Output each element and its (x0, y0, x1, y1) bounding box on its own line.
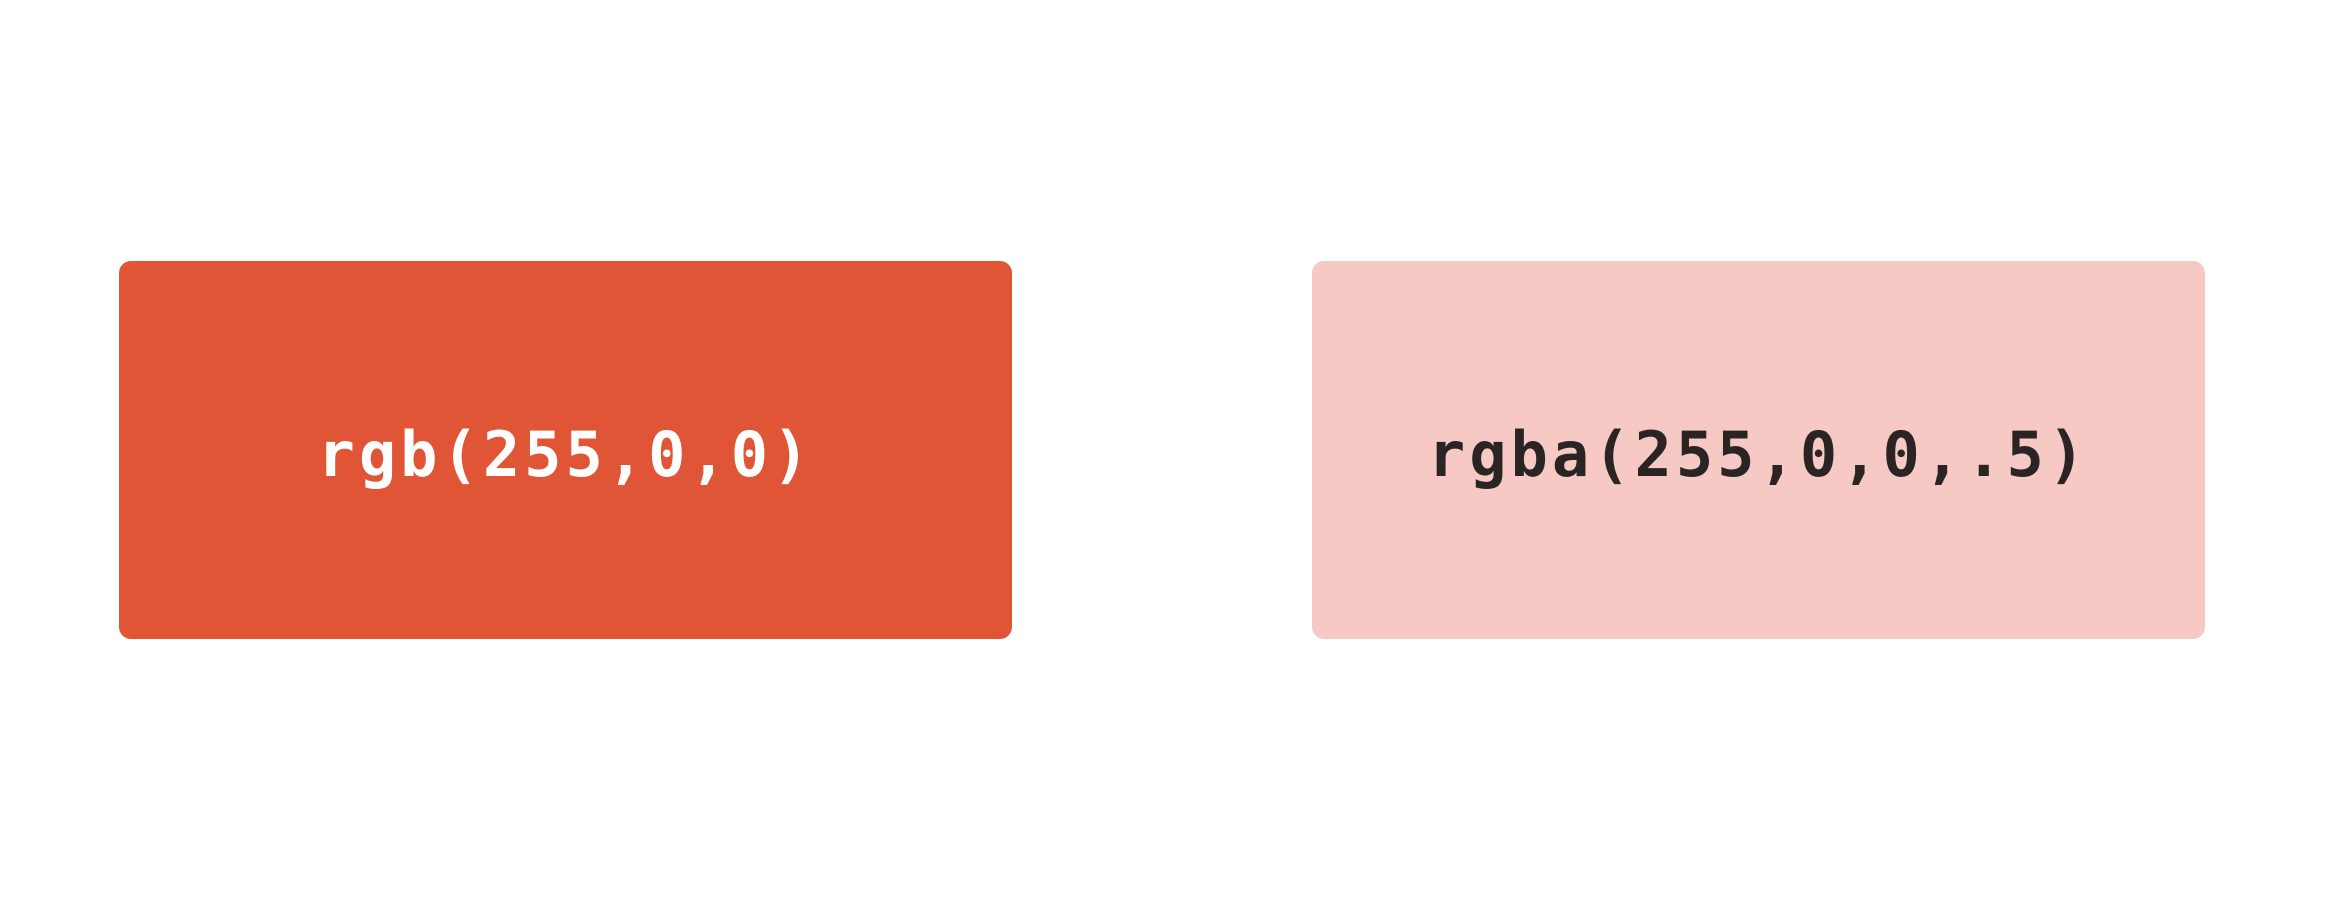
rgb-color-swatch: rgb(255,0,0) (119, 261, 1012, 639)
rgb-swatch-label: rgb(255,0,0) (317, 418, 814, 491)
rgba-swatch-label: rgba(255,0,0,.5) (1427, 418, 2090, 491)
rgba-color-swatch: rgba(255,0,0,.5) (1312, 261, 2205, 639)
